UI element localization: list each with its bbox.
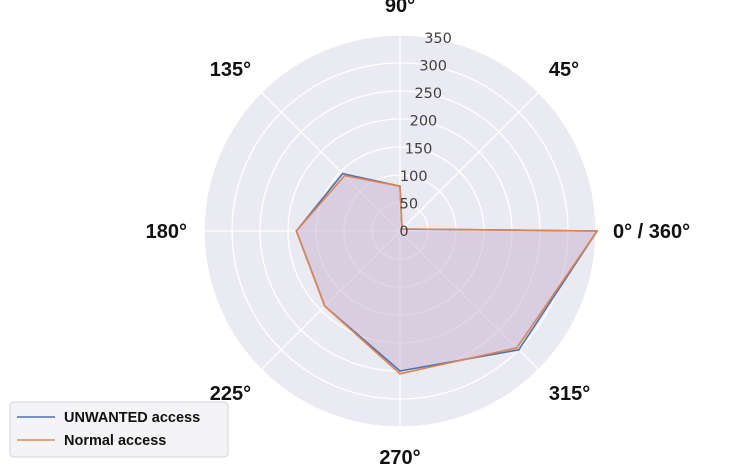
- radial-tick-label-50: 50: [400, 196, 418, 212]
- radial-tick-label-100: 100: [400, 169, 428, 185]
- data-point-s2-270: [399, 372, 401, 375]
- legend-label-2: Normal access: [64, 433, 166, 449]
- series-fill-2: [296, 175, 598, 374]
- angle-label-0: 0° / 360°: [613, 221, 690, 243]
- series-layer: [295, 172, 599, 375]
- angle-tick-labels: 0° / 360° 45° 90° 135° 180° 225° 270° 315°: [146, 0, 691, 469]
- radial-tick-label-200: 200: [410, 114, 438, 130]
- angular-gridline-45: [399, 91, 540, 232]
- angle-label-270: 270°: [379, 447, 420, 469]
- series-fill-1: [296, 173, 598, 371]
- legend-label-1: UNWANTED access: [64, 410, 200, 426]
- angular-gridline-315: [399, 230, 540, 371]
- angle-label-315: 315°: [549, 383, 590, 405]
- radial-tick-label-300: 300: [419, 59, 447, 75]
- data-point-s2-180: [295, 230, 298, 232]
- data-point-s1-270: [399, 370, 401, 372]
- radial-tick-labels: 0 50 100 150 200 250 300 350: [399, 31, 451, 240]
- angle-label-135: 135°: [210, 59, 251, 81]
- data-point-s2-0: [596, 230, 599, 232]
- data-point-s1-315: [517, 348, 520, 351]
- radial-tick-label-250: 250: [414, 86, 442, 102]
- legend-box: [9, 401, 229, 458]
- radial-tick-label-0: 0: [399, 224, 408, 240]
- angular-gridline-225: [260, 230, 401, 371]
- data-point-s2-225: [323, 305, 326, 308]
- data-point-s2-45: [401, 228, 403, 230]
- data-point-s2-315: [515, 346, 518, 349]
- angle-label-180: 180°: [146, 221, 187, 243]
- angular-gridline-135: [260, 91, 401, 232]
- angle-label-90: 90°: [385, 0, 415, 17]
- data-point-s1-135: [341, 172, 344, 175]
- data-point-s2-90: [399, 185, 401, 188]
- radial-tick-label-150: 150: [405, 141, 433, 157]
- angle-label-45: 45°: [549, 59, 579, 81]
- radial-tick-label-350: 350: [424, 31, 452, 47]
- angle-label-225: 225°: [210, 383, 251, 405]
- data-point-s2-135: [343, 174, 346, 177]
- legend: UNWANTED access Normal access: [9, 401, 229, 458]
